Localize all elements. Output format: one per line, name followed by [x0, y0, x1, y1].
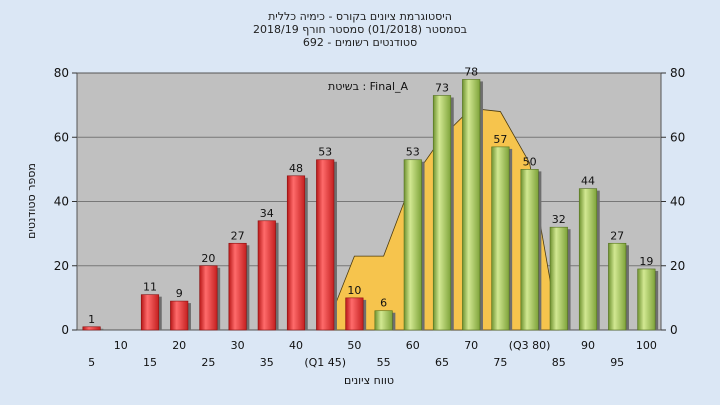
bar — [578, 188, 598, 331]
y-tick-label-right: 40 — [670, 195, 685, 209]
y-tick-label-right: 0 — [670, 323, 678, 337]
x-tick-label: (Q1 45) — [304, 356, 346, 369]
x-axis-label: טווח ציונים — [344, 374, 394, 387]
bar-value-label: 50 — [523, 155, 537, 168]
bar-value-label: 1 — [88, 313, 95, 326]
x-tick-label: (Q3 80) — [509, 339, 551, 352]
x-tick-label: 20 — [172, 339, 186, 352]
bar-value-label: 20 — [201, 252, 215, 265]
y-axis-label: מספר סטודנטים — [25, 163, 38, 239]
title-line-3: סטודנטים רשומים - 692 — [303, 36, 417, 49]
x-tick-label: 70 — [464, 339, 478, 352]
x-tick-label: 60 — [406, 339, 420, 352]
bar — [228, 242, 247, 331]
bar-value-label: 44 — [581, 175, 595, 188]
x-tick-label: 95 — [610, 356, 624, 369]
x-tick-label: 15 — [143, 356, 157, 369]
x-tick-label: 30 — [231, 339, 245, 352]
y-tick-label: 40 — [54, 195, 69, 209]
bar-value-label: 57 — [493, 133, 507, 146]
bar-value-label: 6 — [380, 297, 387, 310]
bar — [140, 294, 160, 331]
bar — [286, 175, 306, 331]
bar-value-label: 19 — [639, 255, 653, 268]
bar-value-label: 27 — [610, 229, 624, 242]
x-tick-label: 75 — [493, 356, 507, 369]
x-tick-label: 25 — [201, 356, 215, 369]
bar — [170, 300, 189, 331]
x-tick-label: 50 — [347, 339, 361, 352]
x-axis: 5 10 15 20 25 30 35 40(Q1 45)50 55 60 65 70 75(Q3 80… — [88, 339, 657, 369]
x-tick-label: 40 — [289, 339, 303, 352]
bar — [491, 146, 510, 331]
bar — [403, 159, 422, 331]
y-tick-label: 80 — [54, 66, 69, 80]
x-tick-label: 55 — [377, 356, 391, 369]
bar-value-label: 32 — [552, 213, 566, 226]
bar — [82, 326, 101, 331]
title-line-2: בסמסטר (01/2018) סמסטר חורף 2018/19 — [253, 23, 467, 36]
x-tick-label: 85 — [552, 356, 566, 369]
bar-value-label: 53 — [406, 146, 420, 159]
bar — [549, 226, 568, 331]
bar-value-label: 34 — [260, 207, 274, 220]
y-tick-label-right: 80 — [670, 66, 685, 80]
bar-value-label: 78 — [464, 65, 478, 78]
x-tick-label: 35 — [260, 356, 274, 369]
bar-value-label: 10 — [347, 284, 361, 297]
y-tick-label-right: 20 — [670, 259, 685, 273]
y-tick-label: 0 — [61, 323, 69, 337]
bar — [257, 220, 276, 331]
bar — [374, 310, 393, 331]
bar — [637, 268, 656, 331]
bar — [432, 95, 452, 331]
y-axis-left: 0 20 40 60 80 — [54, 66, 77, 337]
bar — [462, 79, 481, 331]
bar-value-label: 27 — [231, 229, 245, 242]
title-line-1: היסטוגרמת ציונים בקורס - כימיה כללית — [268, 10, 452, 23]
bar — [520, 169, 539, 331]
x-tick-label: 65 — [435, 356, 449, 369]
bar — [316, 159, 335, 331]
chart-title: היסטוגרמת ציונים בקורס - כימיה כללית בסמ… — [253, 10, 467, 49]
bar-value-label: 9 — [176, 287, 183, 300]
legend-text: בשיטת : Final_A — [328, 80, 409, 93]
bar — [199, 265, 218, 331]
bar — [608, 242, 627, 331]
y-tick-label-right: 60 — [670, 130, 685, 144]
bar-value-label: 11 — [143, 281, 157, 294]
bar — [345, 297, 364, 331]
y-tick-label: 20 — [54, 259, 69, 273]
y-axis-right: 0 20 40 60 80 — [661, 66, 685, 337]
y-tick-label: 60 — [54, 130, 69, 144]
bar-series — [82, 79, 659, 331]
x-tick-label: 90 — [581, 339, 595, 352]
x-tick-label: 100 — [636, 339, 657, 352]
bar-value-label: 53 — [318, 146, 332, 159]
bar-value-label: 73 — [435, 81, 449, 94]
x-tick-label: 5 — [88, 356, 95, 369]
bar-value-label: 48 — [289, 162, 303, 175]
x-tick-label: 10 — [114, 339, 128, 352]
